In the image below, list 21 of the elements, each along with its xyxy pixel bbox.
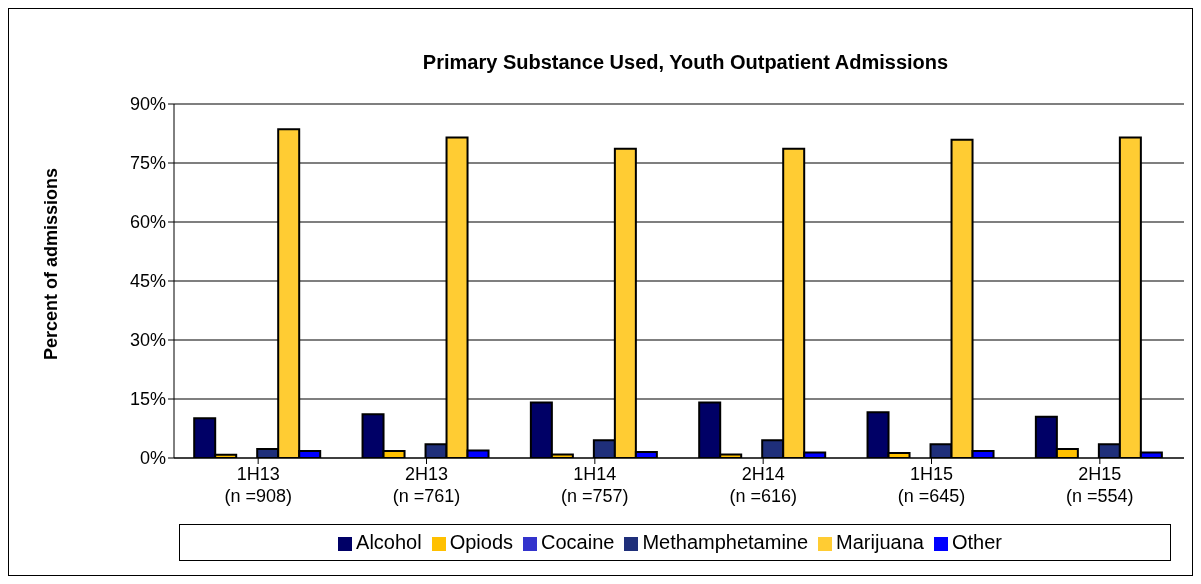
legend-label: Marijuana bbox=[836, 531, 924, 553]
y-tick-label: 90% bbox=[129, 94, 166, 115]
y-tick-label: 15% bbox=[129, 389, 166, 410]
legend-label: Cocaine bbox=[541, 531, 615, 553]
y-tick-label: 60% bbox=[129, 212, 166, 233]
legend-label: Opiods bbox=[449, 531, 514, 553]
y-tick-label: 75% bbox=[129, 153, 166, 174]
legend-label: Methamphetamine bbox=[642, 531, 809, 553]
legend-label: Other bbox=[951, 531, 1002, 553]
x-tick-label: 2H13 (n =761) bbox=[392, 464, 461, 506]
legend-label: Alcohol bbox=[356, 531, 422, 553]
x-tick-label: 2H15 (n =554) bbox=[1066, 464, 1134, 506]
chart-title: Primary Substance Used, Youth Outpatient Admissions bbox=[421, 51, 950, 74]
y-tick-label: 30% bbox=[129, 330, 166, 351]
x-tick-label: 1H13 (n =908) bbox=[224, 464, 292, 506]
x-tick-label: 2H14 (n =616) bbox=[729, 464, 797, 506]
x-tick-label: 1H14 (n =757) bbox=[561, 464, 629, 506]
y-axis-title: Percent of admissions bbox=[40, 167, 62, 361]
y-tick-label: 45% bbox=[129, 271, 166, 292]
y-tick-label: 0% bbox=[139, 448, 166, 469]
x-tick-label: 1H15 (n =645) bbox=[897, 464, 966, 506]
